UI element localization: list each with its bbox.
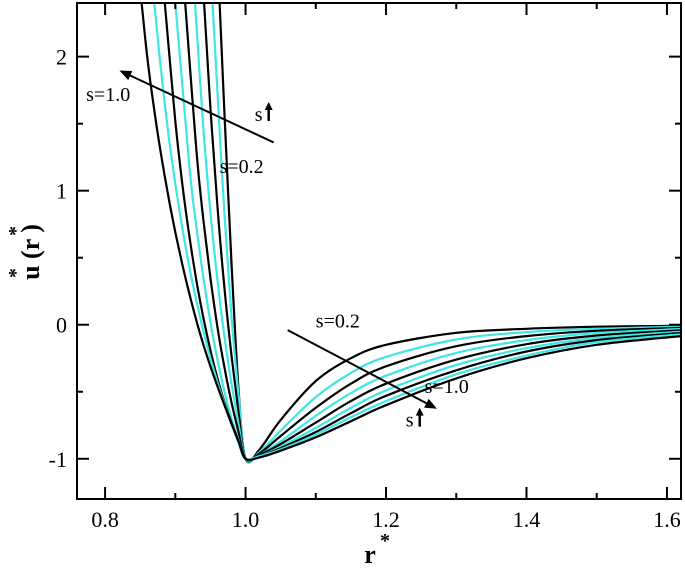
annotation-label: s=0.2: [220, 156, 264, 178]
annotation-layer: s=1.0 s=0.2 s s=0.2 s=1.0 s: [86, 70, 469, 432]
series-line-s-1: [140, 3, 681, 462]
y-axis-title-text: u (r ): [16, 224, 45, 280]
annotation-label: s: [406, 410, 414, 432]
annotation-label: s=1.0: [425, 376, 469, 398]
x-tick-label: 1.6: [653, 507, 681, 532]
x-tick-label: 1.0: [232, 507, 260, 532]
x-tick-label: 1.2: [372, 507, 400, 532]
x-tick-label: 1.4: [513, 507, 541, 532]
y-axis-title-star-2: *: [5, 226, 27, 236]
y-axis-title: u (r ) * *: [5, 224, 45, 280]
annotation-label: s: [255, 104, 263, 126]
up-arrow-head-icon: [415, 407, 424, 416]
series-line-s-0.3: [211, 3, 681, 464]
up-arrow-head-icon: [264, 101, 273, 110]
axes-layer: 0.8 1.0 1.2 1.4 1.6 -1 0 1 2: [49, 3, 681, 532]
series-line-s-0.2: [218, 3, 681, 464]
y-tick-label: 0: [56, 313, 67, 338]
series-line-s-0.4: [203, 3, 681, 463]
x-tick-label: 0.8: [91, 507, 119, 532]
y-tick-label: -1: [49, 447, 67, 472]
annotation-arrow: [287, 329, 437, 409]
annotation-label: s=1.0: [86, 84, 130, 106]
x-axis-title: r *: [364, 530, 390, 569]
annotation-arrow: [119, 70, 275, 144]
series-layer: [140, 3, 681, 464]
x-axis-title-main: r: [364, 540, 376, 569]
y-axis-title-star-1: *: [5, 268, 27, 278]
y-tick-label: 1: [56, 179, 67, 204]
plot-frame: [76, 2, 682, 500]
annotation-label: s=0.2: [316, 310, 360, 332]
y-tick-label: 2: [56, 45, 67, 70]
x-axis-title-star: *: [380, 530, 390, 552]
